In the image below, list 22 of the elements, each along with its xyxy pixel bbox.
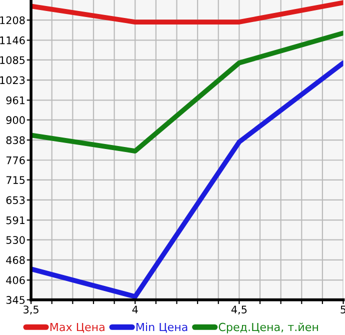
x-tick-label: 3,5 (24, 306, 38, 315)
x-tick-label: 4,5 (231, 306, 247, 315)
y-tick-label: 1023 (0, 76, 25, 84)
legend-label: Max Цена (50, 322, 104, 333)
y-tick-label: 653 (6, 196, 25, 204)
legend-label: Min Цена (136, 322, 188, 333)
y-tick-label: 776 (6, 156, 25, 164)
y-tick-label: 530 (6, 236, 25, 244)
y-tick-label: 345 (6, 296, 25, 304)
legend-label: Сред.Цена, т.йен (218, 322, 318, 334)
y-tick-label: 406 (6, 276, 25, 284)
y-tick-label: 1208 (0, 16, 25, 24)
y-tick-label: 468 (6, 256, 25, 264)
y-tick-label: 591 (6, 216, 25, 224)
y-tick-label: 715 (6, 176, 25, 184)
y-tick-label: 838 (6, 136, 25, 144)
x-tick-label: 4 (132, 306, 138, 314)
y-tick-label: 1085 (0, 56, 25, 64)
y-tick-label: 961 (6, 96, 25, 104)
y-tick-label: 1146 (0, 36, 25, 44)
y-tick-label: 900 (6, 116, 25, 124)
line-series (31, 30, 344, 154)
